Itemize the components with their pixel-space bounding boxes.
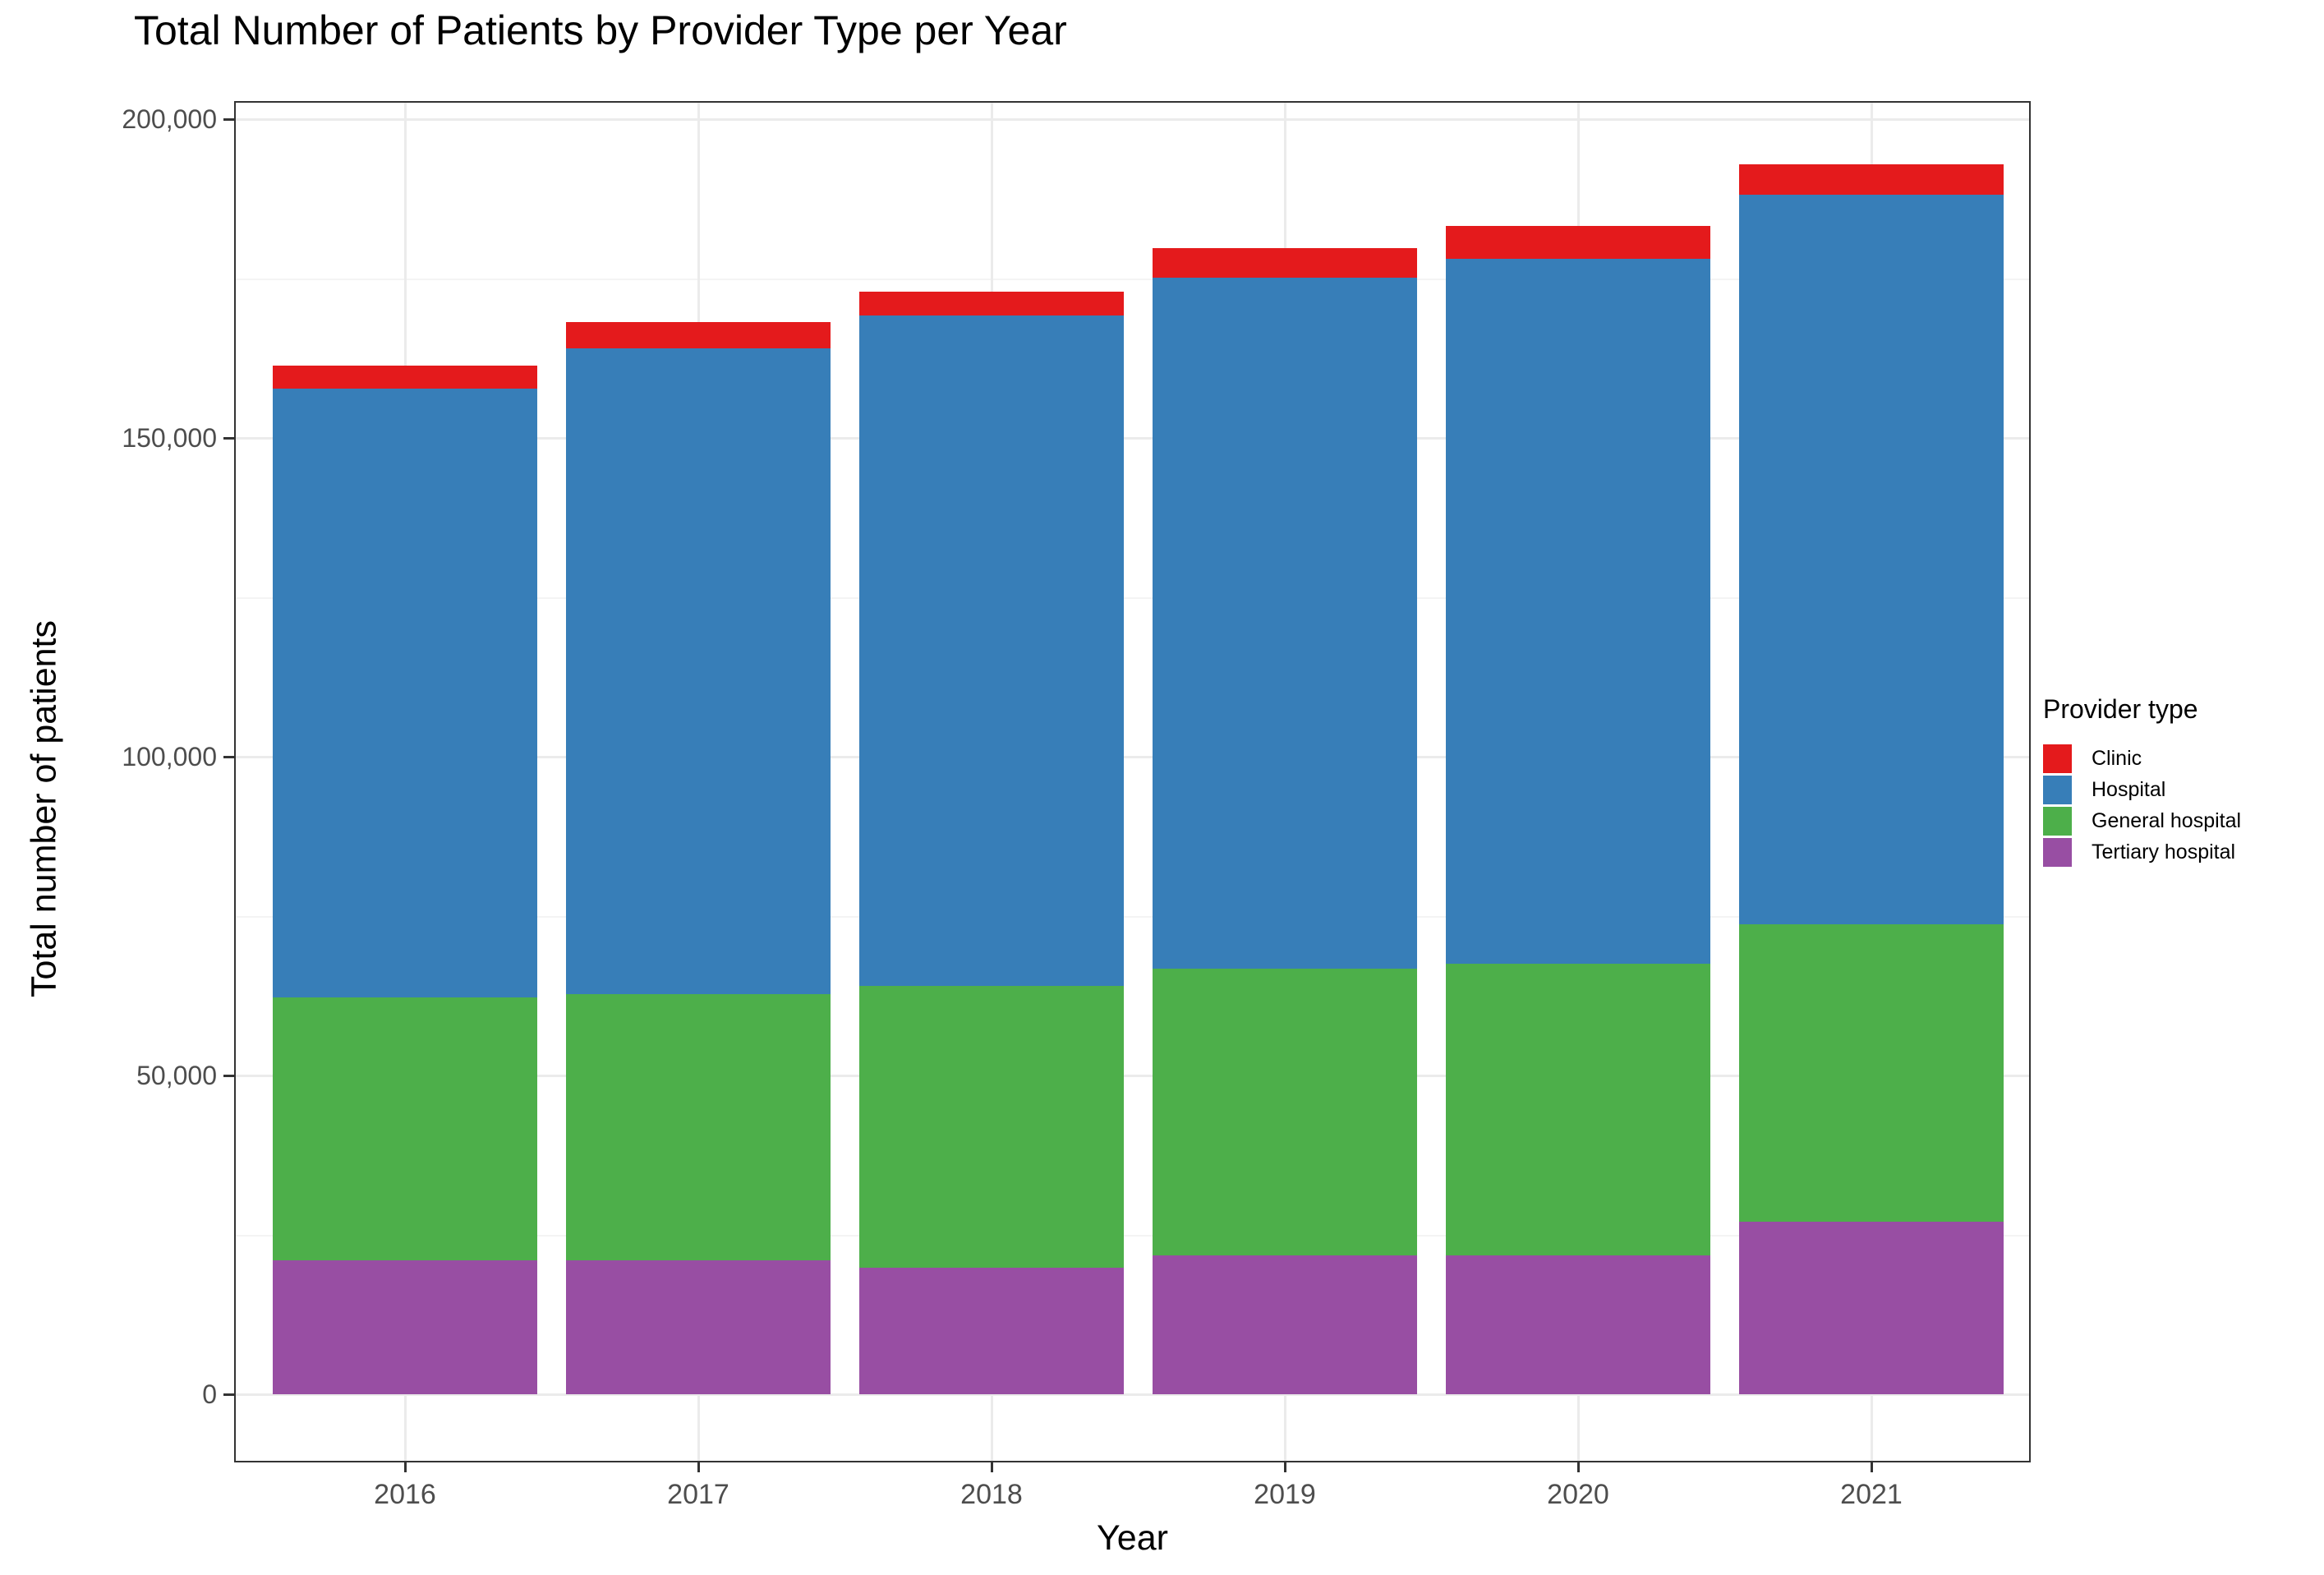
legend-title: Provider type — [2043, 694, 2198, 724]
bar-segment-clinic-2016 — [273, 366, 537, 389]
bar-segment-general-hospital-2017 — [566, 994, 831, 1261]
bar-segment-general-hospital-2021 — [1739, 924, 2004, 1222]
gridline-minor-h — [234, 278, 2031, 280]
bar-segment-clinic-2018 — [859, 292, 1124, 315]
x-tick-label: 2017 — [667, 1479, 729, 1510]
gridline-minor-h — [234, 1234, 2031, 1237]
legend-item-general-hospital: General hospital — [2043, 805, 2241, 836]
bar-segment-hospital-2016 — [273, 389, 537, 997]
x-tick-label: 2019 — [1254, 1479, 1316, 1510]
bar-segment-tertiary-hospital-2021 — [1739, 1221, 2004, 1394]
y-axis-title: Total number of patients — [24, 620, 64, 997]
bar-segment-tertiary-hospital-2020 — [1446, 1255, 1710, 1394]
gridline-major-h — [234, 118, 2031, 121]
bar-segment-general-hospital-2016 — [273, 997, 537, 1261]
bar-segment-hospital-2018 — [859, 315, 1124, 987]
y-tick-label: 0 — [202, 1379, 217, 1409]
bar-segment-clinic-2017 — [566, 321, 831, 349]
y-tick-label: 100,000 — [122, 742, 217, 771]
legend-item-label: Clinic — [2092, 746, 2142, 770]
legend-item-tertiary-hospital: Tertiary hospital — [2043, 836, 2241, 868]
gridline-major-h — [234, 1075, 2031, 1077]
legend-item-clinic: Clinic — [2043, 743, 2241, 774]
plot-panel — [234, 101, 2031, 1462]
bar-segment-hospital-2021 — [1739, 195, 2004, 925]
x-tick-label: 2021 — [1840, 1479, 1903, 1510]
bar-segment-hospital-2019 — [1153, 278, 1417, 969]
gridline-major-h — [234, 756, 2031, 758]
y-tick-mark — [223, 117, 234, 121]
gridline-major-h — [234, 1393, 2031, 1396]
gridline-minor-h — [234, 915, 2031, 918]
gridline-major-h — [234, 437, 2031, 440]
y-tick-mark — [223, 755, 234, 758]
legend-item-label: Tertiary hospital — [2092, 840, 2236, 863]
legend: Provider type Clinic Hospital General hosp… — [2043, 694, 2241, 868]
legend-item-hospital: Hospital — [2043, 774, 2241, 805]
x-tick-mark — [403, 1462, 407, 1472]
bar-segment-clinic-2021 — [1739, 164, 2004, 196]
bar-segment-hospital-2017 — [566, 348, 831, 995]
y-tick-label: 50,000 — [136, 1061, 217, 1090]
x-tick-mark — [1283, 1462, 1286, 1472]
gridline-minor-h — [234, 596, 2031, 599]
x-tick-label: 2016 — [374, 1479, 436, 1510]
legend-items: Clinic Hospital General hospital Tertiary h… — [2043, 743, 2241, 868]
y-tick-mark — [223, 1393, 234, 1396]
bar-segment-tertiary-hospital-2016 — [273, 1260, 537, 1394]
bar-segment-general-hospital-2020 — [1446, 964, 1710, 1255]
legend-key-swatch — [2043, 744, 2072, 773]
legend-item-label: General hospital — [2092, 808, 2242, 832]
bar-segment-tertiary-hospital-2017 — [566, 1260, 831, 1394]
chart-title: Total Number of Patients by Provider Typ… — [134, 7, 1067, 53]
bar-segment-general-hospital-2018 — [859, 986, 1124, 1269]
x-tick-mark — [697, 1462, 700, 1472]
x-axis-title: Year — [1097, 1518, 1168, 1558]
bar-segment-general-hospital-2019 — [1153, 968, 1417, 1255]
legend-item-label: Hospital — [2092, 777, 2166, 801]
legend-key-swatch — [2043, 806, 2072, 836]
x-tick-mark — [990, 1462, 993, 1472]
y-tick-mark — [223, 436, 234, 440]
legend-key-swatch — [2043, 837, 2072, 867]
y-tick-label: 200,000 — [122, 104, 217, 134]
legend-key-swatch — [2043, 775, 2072, 804]
y-tick-label: 150,000 — [122, 423, 217, 453]
x-tick-mark — [1870, 1462, 1873, 1472]
bar-segment-clinic-2019 — [1153, 247, 1417, 279]
x-tick-label: 2018 — [960, 1479, 1023, 1510]
bar-segment-tertiary-hospital-2019 — [1153, 1255, 1417, 1394]
bar-segment-hospital-2020 — [1446, 258, 1710, 965]
x-tick-mark — [1576, 1462, 1580, 1472]
bar-segment-clinic-2020 — [1446, 225, 1710, 259]
y-tick-mark — [223, 1074, 234, 1077]
x-tick-label: 2020 — [1547, 1479, 1609, 1510]
bar-segment-tertiary-hospital-2018 — [859, 1268, 1124, 1394]
